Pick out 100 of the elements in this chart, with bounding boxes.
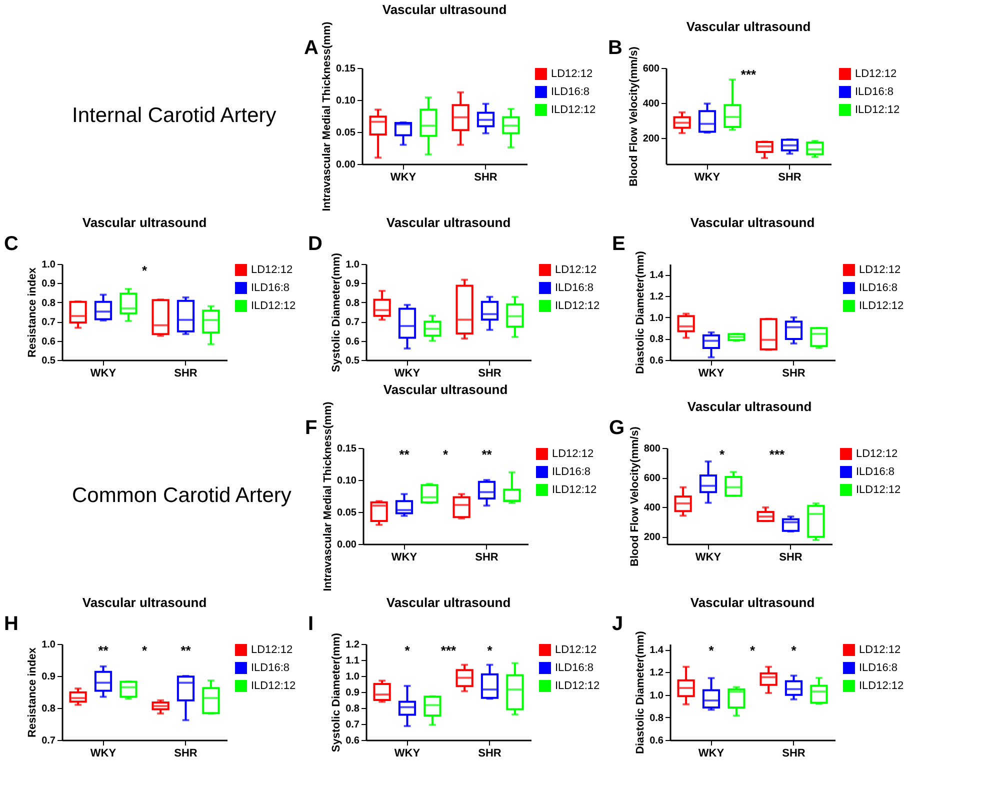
y-tick-label: 0.05	[336, 128, 356, 138]
chart-title: Vascular ultrasound	[690, 595, 815, 610]
legend-label: ILD16:8	[555, 282, 594, 294]
legend-label: LD12:12	[555, 264, 597, 276]
y-tick-label: 0.10	[336, 96, 356, 106]
chart-title: Vascular ultrasound	[383, 382, 508, 398]
legend-label: LD12:12	[555, 644, 597, 656]
y-tick-label: 1.1	[346, 656, 360, 666]
y-axis-title: Blood Flow Velocity(mm/s)	[628, 426, 641, 566]
annotation: **	[180, 643, 192, 658]
annotation: ***	[740, 67, 758, 82]
y-tick-label: 0.5	[42, 356, 56, 366]
legend-label: ILD12:12	[859, 300, 904, 312]
y-tick-label: 200	[644, 532, 661, 544]
y-tick-label: 0.9	[42, 672, 56, 682]
legend-label: LD12:12	[551, 68, 593, 80]
x-tick-label: WKY	[694, 172, 721, 184]
legend-label: LD12:12	[251, 644, 293, 656]
legend-label: ILD16:8	[855, 86, 894, 98]
y-axis-title: Resistance index	[26, 646, 39, 738]
y-tick-label: 0.7	[42, 317, 56, 328]
chart-title: Vascular ultrasound	[386, 595, 511, 610]
legend-label: ILD16:8	[552, 466, 591, 478]
y-tick-label: 400	[642, 98, 660, 110]
legend-label: LD12:12	[855, 68, 897, 80]
y-tick-label: 0.6	[346, 336, 360, 348]
x-tick-label: SHR	[174, 748, 198, 760]
y-tick-label: 0.8	[42, 298, 56, 309]
y-tick-label: 0.8	[650, 712, 664, 724]
x-tick-label: WKY	[90, 368, 117, 380]
legend-label: ILD16:8	[859, 662, 898, 674]
y-tick-label: 1.0	[346, 672, 360, 682]
legend-label: ILD12:12	[859, 680, 904, 692]
y-axis-title: Intravascular Medial Thickness(mm)	[322, 401, 334, 592]
text: E	[612, 233, 626, 255]
y-axis-title: Blood Flow Velocity(mm/s)	[628, 46, 640, 186]
y-tick-label: 0.9	[346, 688, 360, 698]
y-tick-label: 0.15	[336, 64, 356, 74]
y-tick-label: 800	[644, 444, 661, 454]
y-axis-title: Resistance index	[26, 266, 39, 358]
y-tick-label: 0.7	[346, 720, 360, 730]
text: C	[4, 233, 18, 255]
annotation: *	[708, 643, 715, 658]
chart-title: Vascular ultrasound	[82, 215, 207, 230]
text: Internal Carotid Artery	[72, 104, 277, 127]
y-tick-label: 1.0	[42, 260, 56, 270]
x-tick-label: WKY	[695, 552, 722, 564]
legend-label: ILD16:8	[551, 86, 590, 98]
x-tick-label: SHR	[782, 748, 806, 760]
legend-label: LD12:12	[251, 264, 293, 276]
legend-label: LD12:12	[859, 264, 901, 276]
text: A	[304, 37, 318, 59]
y-tick-label: 0.6	[346, 736, 360, 746]
x-tick-label: WKY	[394, 748, 421, 760]
legend-label: LD12:12	[552, 448, 594, 460]
y-tick-label: 1.2	[346, 640, 360, 650]
x-tick-label: WKY	[698, 368, 725, 380]
y-axis-title: Systolic Diameter(mm)	[330, 632, 343, 752]
y-tick-label: 0.8	[650, 334, 664, 346]
annotation: *	[442, 447, 449, 462]
text: I	[308, 613, 314, 635]
annotation: *	[750, 643, 756, 658]
x-tick-label: WKY	[698, 748, 725, 760]
x-tick-label: SHR	[475, 552, 498, 564]
text: D	[308, 233, 322, 255]
y-axis-title: Intravascular Medial Thickness(mm)	[321, 21, 334, 212]
annotation: *	[142, 643, 148, 658]
y-tick-label: 1.0	[42, 640, 56, 650]
annotation: **	[399, 447, 410, 462]
y-axis-title: Diastolic Diameter(mm)	[634, 630, 647, 754]
y-tick-label: 0.8	[42, 704, 56, 714]
text: Common Carotid Artery	[72, 484, 292, 507]
y-tick-label: 0.7	[42, 736, 56, 746]
chart-title: Vascular ultrasound	[382, 2, 507, 18]
legend-label: ILD16:8	[251, 662, 290, 674]
y-tick-label: 400	[644, 502, 661, 514]
y-tick-label: 0.6	[42, 336, 56, 348]
y-tick-label: 0.15	[337, 444, 357, 454]
text: H	[4, 613, 18, 635]
y-tick-label: 600	[642, 64, 660, 74]
annotation: ***	[769, 447, 786, 462]
x-tick-label: SHR	[174, 368, 198, 380]
y-tick-label: 0.05	[337, 508, 357, 518]
y-tick-label: 1.2	[650, 668, 664, 679]
text: J	[612, 613, 624, 635]
y-tick-label: 0.9	[346, 278, 360, 290]
x-tick-label: WKY	[390, 172, 417, 184]
y-tick-label: 0.00	[336, 160, 356, 170]
legend-label: ILD16:8	[555, 662, 594, 674]
y-tick-label: 1.2	[650, 292, 664, 302]
y-tick-label: 0.10	[337, 476, 357, 486]
legend-label: ILD16:8	[859, 282, 898, 294]
y-tick-label: 0.6	[650, 356, 664, 366]
legend-label: ILD12:12	[856, 484, 901, 496]
legend-label: ILD16:8	[251, 282, 290, 294]
x-tick-label: WKY	[391, 552, 418, 564]
y-tick-label: 600	[644, 473, 661, 484]
chart-title: Vascular ultrasound	[386, 215, 511, 230]
chart-title: Vascular ultrasound	[690, 215, 815, 230]
legend-label: LD12:12	[859, 644, 901, 656]
